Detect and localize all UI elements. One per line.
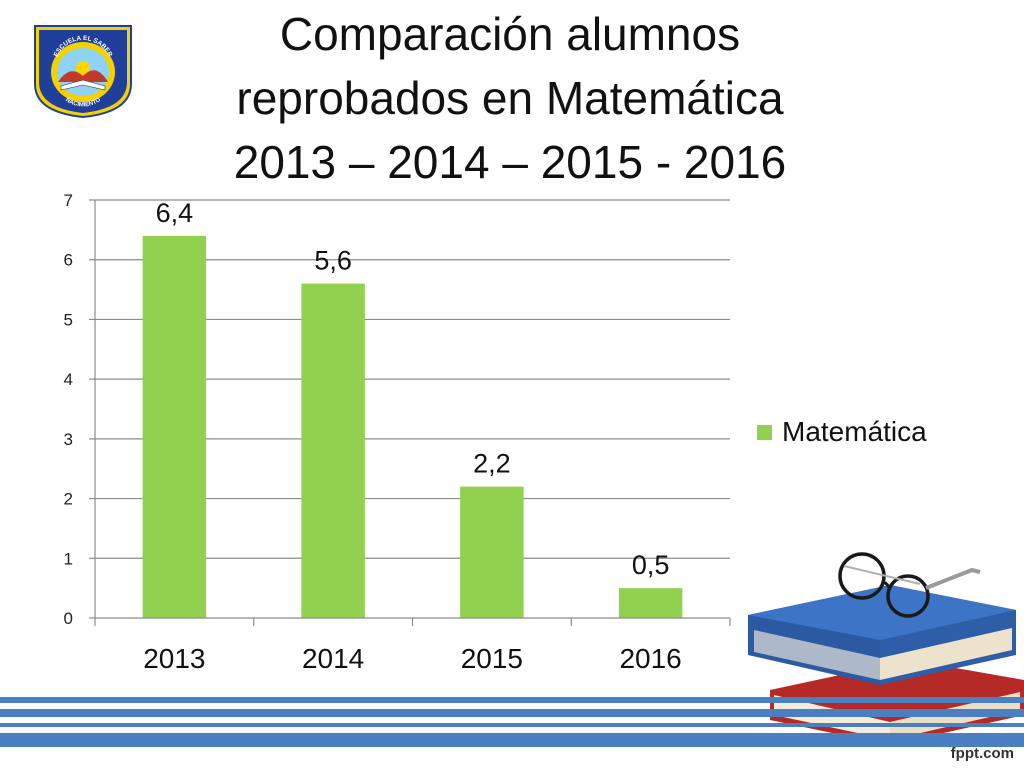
y-tick-label: 1 <box>64 549 73 568</box>
data-label-2015: 2,2 <box>473 449 511 479</box>
legend-label: Matemática <box>782 416 927 447</box>
x-tick-label-2016: 2016 <box>619 643 681 674</box>
bars <box>142 235 683 619</box>
bar-2014 <box>301 283 365 618</box>
axes: 0 1 2 3 4 5 6 7 2013 2014 2015 2016 <box>64 191 731 674</box>
data-label-2013: 6,4 <box>156 198 194 228</box>
footer-stripes <box>0 697 1024 747</box>
bar-chart: 0 1 2 3 4 5 6 7 2013 2014 2015 2016 6,4 5,6 2,2 0,5 <box>64 191 731 674</box>
footer-brand: fppt.com <box>950 745 1014 762</box>
bar-2013 <box>142 235 207 619</box>
chart-legend: Matemática <box>757 416 927 448</box>
data-label-2014: 5,6 <box>314 246 352 276</box>
x-tick-label-2014: 2014 <box>302 643 364 674</box>
y-tick-label: 6 <box>64 251 73 270</box>
x-tick-label-2013: 2013 <box>143 643 205 674</box>
title-line-1: Comparación alumnos <box>279 8 741 60</box>
bar-2016 <box>618 588 683 618</box>
title-line-3: 2013 – 2014 – 2015 - 2016 <box>233 136 787 188</box>
y-tick-label: 7 <box>64 191 73 210</box>
y-tick-label: 0 <box>64 609 73 628</box>
bar-2015 <box>460 486 524 618</box>
data-labels: 6,4 5,6 2,2 0,5 <box>156 198 670 580</box>
y-tick-label: 4 <box>64 370 73 389</box>
y-tick-label: 2 <box>64 490 73 509</box>
data-label-2016: 0,5 <box>632 550 670 580</box>
title-line-2: reprobados en Matemática <box>236 72 784 124</box>
legend-swatch <box>757 424 772 440</box>
slide-title: Comparación alumnos reprobados en Matemá… <box>150 2 870 194</box>
x-tick-label-2015: 2015 <box>461 643 523 674</box>
y-tick-label: 5 <box>64 310 73 329</box>
y-tick-label: 3 <box>64 430 73 449</box>
svg-text:NACIMIENTO: NACIMIENTO <box>64 97 102 108</box>
school-logo: ESCUELA EL SABER NACIMIENTO <box>34 25 132 118</box>
